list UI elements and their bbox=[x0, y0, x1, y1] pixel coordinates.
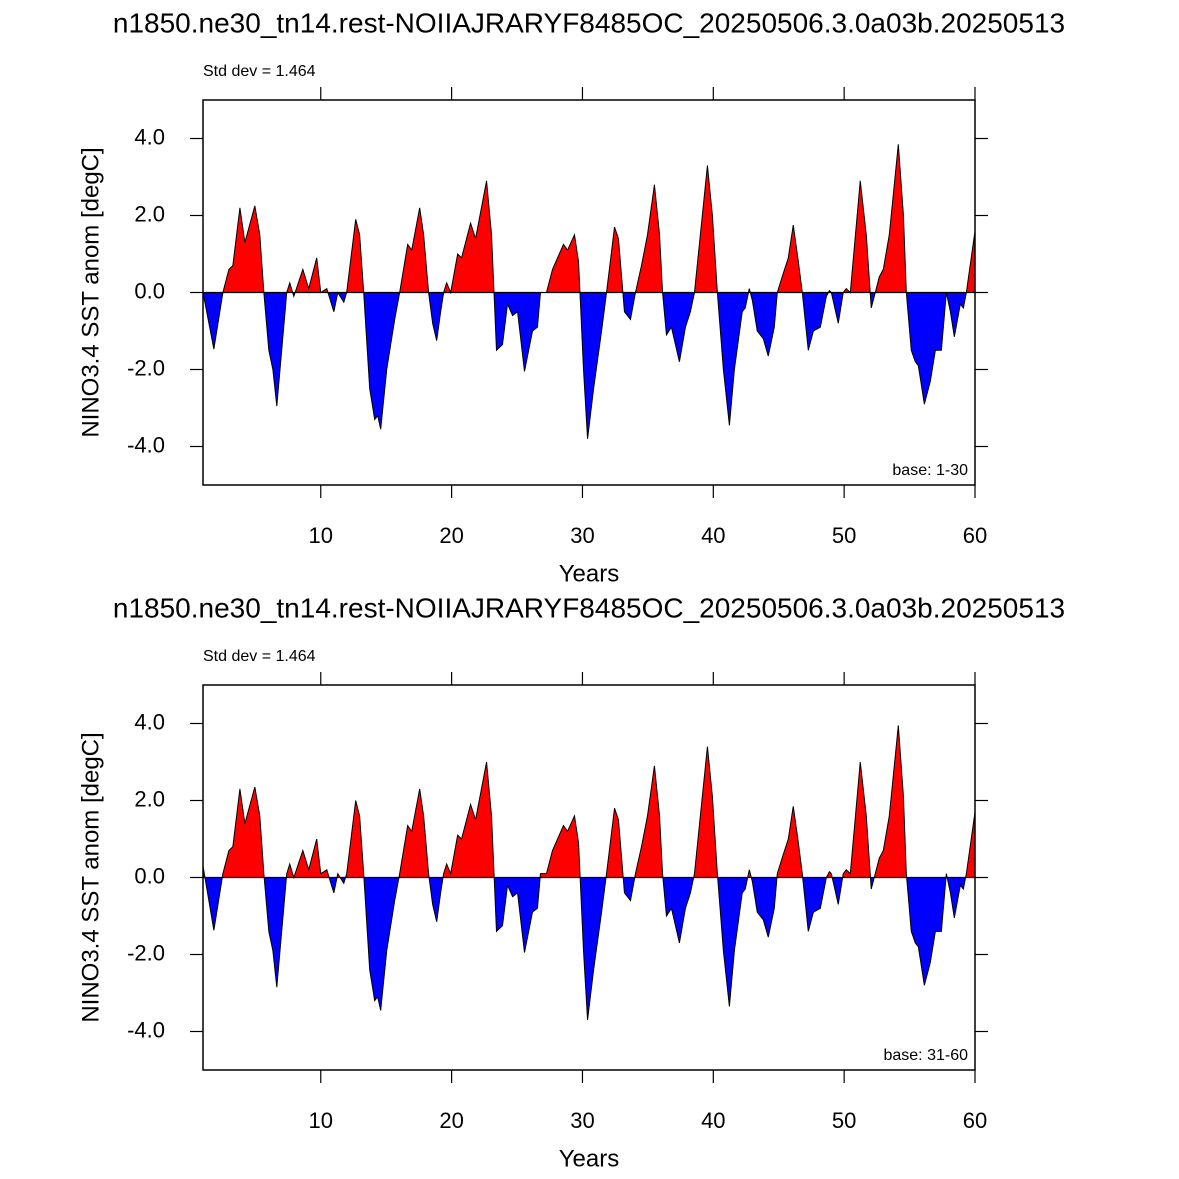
y-tick-label: 2.0 bbox=[134, 786, 165, 811]
x-tick-label: 30 bbox=[570, 523, 594, 548]
series-line bbox=[202, 725, 976, 1021]
plot-frame bbox=[202, 684, 976, 1071]
x-tick-label: 10 bbox=[309, 1108, 333, 1133]
y-axis-label: NINO3.4 SST anom [degC] bbox=[77, 732, 104, 1022]
x-tick-label: 20 bbox=[439, 1108, 463, 1133]
x-tick-label: 50 bbox=[832, 523, 856, 548]
x-tick-label: 40 bbox=[701, 523, 725, 548]
y-tick-label: 2.0 bbox=[134, 201, 165, 226]
y-tick-label: -2.0 bbox=[127, 940, 165, 965]
y-axis-label: NINO3.4 SST anom [degC] bbox=[77, 147, 104, 437]
y-tick-label: 4.0 bbox=[134, 124, 165, 149]
negative-area bbox=[203, 292, 975, 439]
x-tick-label: 50 bbox=[832, 1108, 856, 1133]
subtitle: Std dev = 1.464 bbox=[203, 648, 316, 665]
y-tick-label: 4.0 bbox=[134, 709, 165, 734]
positive-area bbox=[203, 725, 975, 878]
annotation: base: 1-30 bbox=[892, 462, 968, 479]
y-tick-label: -4.0 bbox=[127, 1017, 165, 1042]
y-tick-label: 0.0 bbox=[134, 863, 165, 888]
y-tick-label: -2.0 bbox=[127, 355, 165, 380]
chart-title: n1850.ne30_tn14.rest-NOIIAJRARYF8485OC_2… bbox=[113, 592, 1065, 623]
x-tick-label: 10 bbox=[309, 523, 333, 548]
subtitle: Std dev = 1.464 bbox=[203, 63, 316, 80]
x-tick-label: 60 bbox=[963, 1108, 987, 1133]
negative-area bbox=[203, 877, 975, 1020]
y-tick-label: -4.0 bbox=[127, 432, 165, 457]
x-tick-label: 60 bbox=[963, 523, 987, 548]
y-tick-label: 0.0 bbox=[134, 278, 165, 303]
x-tick-label: 40 bbox=[701, 1108, 725, 1133]
positive-area bbox=[203, 144, 975, 293]
x-tick-label: 30 bbox=[570, 1108, 594, 1133]
x-tick-label: 20 bbox=[439, 523, 463, 548]
chart-title: n1850.ne30_tn14.rest-NOIIAJRARYF8485OC_2… bbox=[113, 7, 1065, 38]
plot-frame bbox=[202, 99, 976, 486]
x-axis-label: Years bbox=[559, 1145, 620, 1172]
annotation: base: 31-60 bbox=[883, 1047, 968, 1064]
x-axis-label: Years bbox=[559, 560, 620, 587]
